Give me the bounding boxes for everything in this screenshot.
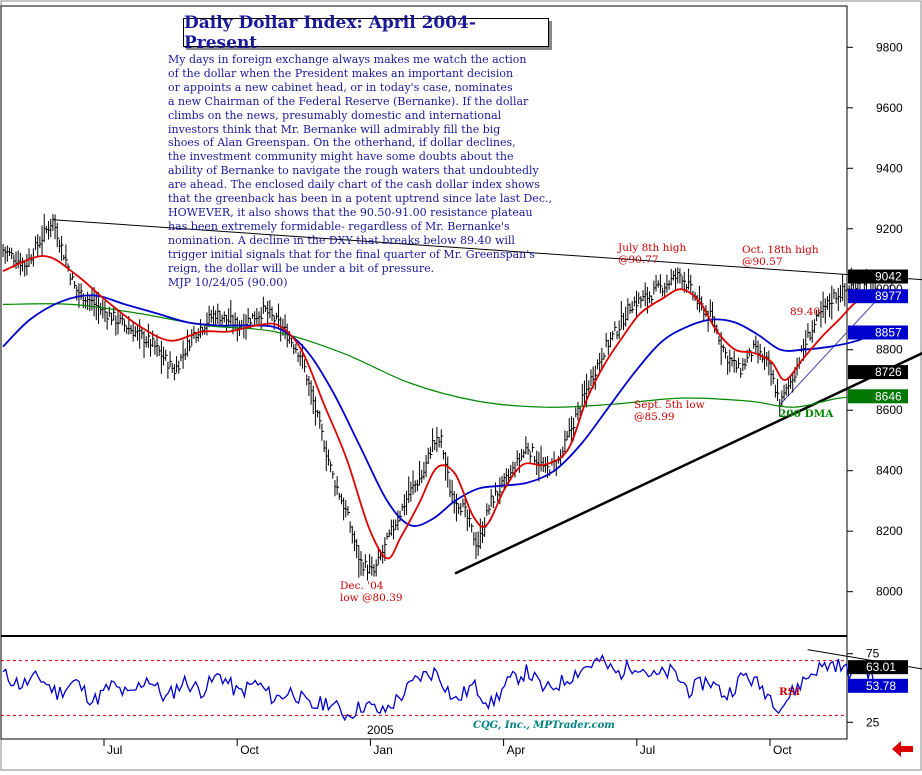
short-moving-average-line (2, 255, 876, 560)
year-label: 2005 (367, 723, 394, 737)
price-value-box (848, 365, 908, 380)
price-tick-label: 8000 (876, 585, 903, 599)
axis-value-boxes: 9042 8977 8857 8726 8646 63.01 53.78 (848, 269, 908, 693)
commentary-line: are ahead. The enclosed daily chart of t… (168, 178, 540, 192)
commentary-line: shoes of Alan Greenspan. On the otherhan… (168, 136, 516, 150)
price-value-box-label: 8857 (875, 325, 902, 339)
rsi-value-box-label: 63.01 (866, 660, 896, 674)
price-tick-label: 8800 (876, 343, 903, 357)
time-tick-label: Jul (107, 743, 122, 757)
commentary-line: HOWEVER, it also shows that the 90.50-91… (168, 205, 533, 219)
dma-label: 200 DMA (779, 408, 834, 420)
commentary-line: My days in foreign exchange always makes… (168, 53, 527, 66)
time-tick-label: Oct (773, 743, 792, 757)
price-tick-label: 8200 (876, 524, 903, 538)
commentary-line: trigger initial signals that for the fin… (168, 247, 535, 261)
time-tick-label: Oct (240, 743, 259, 757)
price-tick-label: 8600 (876, 403, 903, 417)
moving-averages (2, 255, 876, 560)
rsi-value-box (848, 678, 908, 693)
rsi-line (2, 653, 875, 722)
rsi-value-box (848, 660, 908, 675)
resistance-trendline (52, 219, 922, 281)
price-value-box (848, 325, 908, 340)
mid-moving-average-line (2, 294, 876, 527)
sept-low-annotation: Sept. 5th low @85.99 (634, 399, 705, 423)
support-level-annotation: 89.40 (790, 306, 821, 318)
commentary-line: the investment community might have some… (168, 150, 514, 164)
commentary-line: or appoints a new cabinet head, or in to… (168, 80, 513, 94)
rsi-tick-label: 25 (866, 715, 880, 729)
price-value-box-label: 9042 (875, 270, 902, 284)
source-credit: CQG, Inc., MPTrader.com (473, 720, 615, 731)
commentary-line: nomination. A decline in the DXY that br… (168, 233, 515, 247)
july-high-annotation: July 8th high @90.77 (618, 242, 687, 266)
price-tick-label: 9600 (876, 101, 903, 115)
oct-high-annotation: Oct. 18th high @90.57 (742, 244, 819, 268)
rsi-series (2, 653, 875, 722)
price-value-box-label: 8726 (875, 365, 902, 379)
time-tick-label: Jan (373, 743, 392, 757)
rsi-value-box-label: 53.78 (866, 679, 896, 693)
price-tick-label: 9200 (876, 222, 903, 236)
scroll-left-arrow-icon[interactable] (892, 740, 914, 758)
price-value-box-label: 8646 (875, 389, 902, 403)
rsi-tick-label: 75 (866, 647, 880, 661)
commentary-line: of the dollar when the President makes a… (168, 66, 514, 80)
price-tick-label: 9400 (876, 161, 903, 175)
commentary-line: that the greenback has been in a potent … (168, 192, 552, 206)
price-value-box (848, 389, 908, 404)
price-value-box (848, 269, 908, 284)
rsi-label: RSI (779, 686, 801, 698)
commentary-line: MJP 10/24/05 (90.00) (168, 275, 288, 289)
price-value-box-label: 8977 (875, 289, 902, 303)
dec-low-annotation: Dec. '04 low @80.39 (340, 580, 403, 604)
commentary-line: a new Chairman of the Federal Reserve (B… (168, 94, 529, 108)
rsi-level-lines (1, 660, 847, 716)
time-axis-ticks: Jul Oct Jan Apr Jul Oct (103, 739, 792, 757)
price-tick-label: 8400 (876, 464, 903, 478)
trend-lines (52, 219, 922, 670)
rsi-trendline (807, 649, 922, 670)
price-value-box (848, 289, 908, 304)
commentary-line: reign, the dollar will be under a bit of… (168, 261, 435, 275)
price-tick-label: 9800 (876, 40, 903, 54)
chart-title: Daily Dollar Index: April 2004-Present (183, 13, 549, 53)
time-tick-label: Jul (640, 743, 655, 757)
commentary-line: ability of Bernanke to navigate the roug… (168, 164, 539, 178)
commentary-line: climbs on the news, presumably domestic … (168, 108, 502, 122)
time-tick-label: Apr (507, 743, 526, 757)
support-trendline (454, 351, 922, 575)
commentary-line: investors think that Mr. Bernanke will a… (168, 122, 501, 136)
commentary-line: has been extremely formidable- regardles… (168, 219, 510, 233)
commentary-text: My days in foreign exchange always makes… (168, 53, 628, 289)
dma200-line (2, 303, 876, 408)
